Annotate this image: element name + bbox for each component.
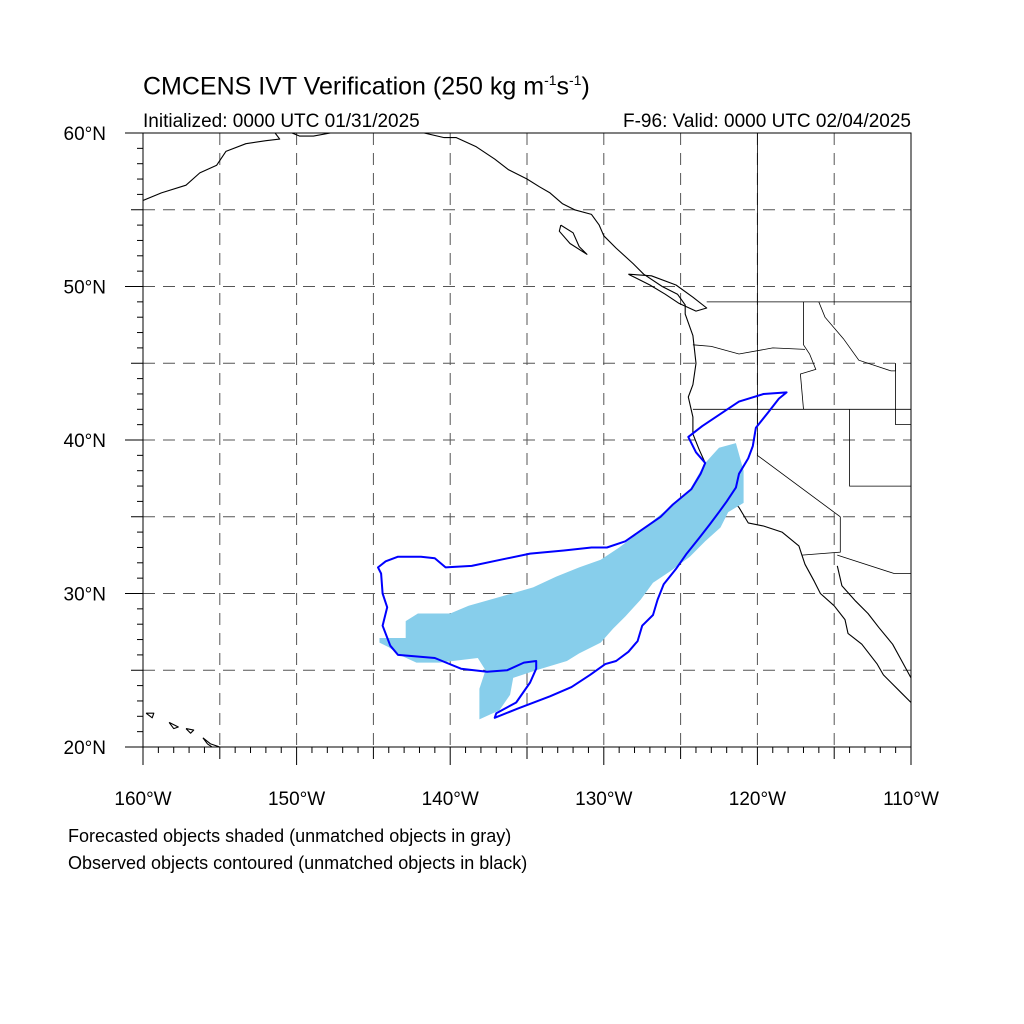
- political-borders: [692, 133, 911, 574]
- coastline-segment: [558, 224, 588, 255]
- coastline-segment: [168, 721, 179, 730]
- border-segment: [837, 554, 911, 574]
- border-segment: [801, 516, 841, 556]
- lon-tick-label: 160°W: [114, 789, 171, 810]
- coastline-segment: [628, 273, 708, 312]
- coastline-segment: [291, 133, 331, 137]
- lon-tick-label: 130°W: [575, 789, 632, 810]
- valid-time-label: F-96: Valid: 0000 UTC 02/04/2025: [623, 111, 911, 132]
- axis-ticks: [125, 132, 912, 765]
- lat-tick-label: 60°N: [64, 124, 106, 145]
- coastline-segment: [836, 565, 911, 679]
- lat-tick-label: 40°N: [64, 431, 106, 452]
- lat-tick-label: 20°N: [64, 738, 106, 759]
- border-segment: [799, 301, 817, 410]
- coastline-segment: [143, 133, 281, 202]
- caption-forecast: Forecasted objects shaded (unmatched obj…: [68, 826, 512, 846]
- lat-tick-label: 30°N: [64, 585, 106, 606]
- coastline-segment: [202, 737, 221, 747]
- border-segment: [895, 363, 911, 425]
- chart-title: CMCENS IVT Verification (250 kg m-1s-1): [143, 72, 590, 101]
- caption-observed: Observed objects contoured (unmatched ob…: [68, 853, 528, 873]
- coastlines: [143, 133, 911, 747]
- border-segment: [692, 344, 806, 355]
- border-segment: [818, 301, 896, 372]
- forecast-object-shaded: [379, 443, 744, 720]
- axis-labels: 20°N 30°N 40°N 50°N 60°N 160°W 150°W 140°W 130°W…: [64, 124, 939, 810]
- graticule: [143, 133, 911, 747]
- lat-tick-label: 50°N: [64, 278, 106, 299]
- observed-object-contour: [377, 391, 788, 719]
- coastline-segment: [423, 133, 911, 703]
- lon-tick-label: 110°W: [883, 789, 939, 810]
- border-segment: [849, 409, 911, 487]
- border-segment: [757, 133, 841, 518]
- lon-tick-label: 150°W: [268, 789, 325, 810]
- coastline-segment: [145, 712, 155, 719]
- lon-tick-label: 120°W: [729, 789, 786, 810]
- coastline-segment: [185, 728, 195, 734]
- lon-tick-label: 140°W: [422, 789, 479, 810]
- initialized-label: Initialized: 0000 UTC 01/31/2025: [143, 111, 420, 132]
